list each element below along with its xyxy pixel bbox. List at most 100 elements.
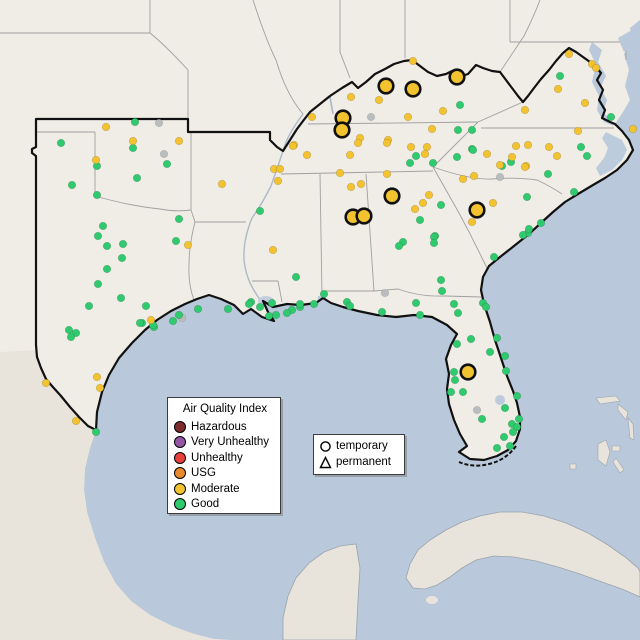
station-good[interactable] xyxy=(92,190,102,200)
station-good[interactable] xyxy=(449,299,459,309)
station-good[interactable] xyxy=(415,215,425,225)
station-moderate[interactable] xyxy=(406,142,416,152)
station-good[interactable] xyxy=(174,214,184,224)
station-good[interactable] xyxy=(449,367,459,377)
station-moderate[interactable] xyxy=(520,162,530,172)
station-moderate[interactable] xyxy=(420,149,430,159)
station-moderate[interactable] xyxy=(268,245,278,255)
station-moderate[interactable] xyxy=(410,204,420,214)
station-good[interactable] xyxy=(499,432,509,442)
station-moderate[interactable] xyxy=(345,150,355,160)
station-moderate[interactable] xyxy=(273,176,283,186)
station-moderate[interactable] xyxy=(424,190,434,200)
station-moderate[interactable] xyxy=(544,142,554,152)
station-good[interactable] xyxy=(267,298,277,308)
station-good[interactable] xyxy=(102,264,112,274)
station-moderate_temporary[interactable] xyxy=(333,121,351,139)
station-good[interactable] xyxy=(450,375,460,385)
station-moderate[interactable] xyxy=(346,92,356,102)
station-good[interactable] xyxy=(130,117,140,127)
station-moderate_temporary[interactable] xyxy=(459,363,477,381)
station-good[interactable] xyxy=(271,310,281,320)
station-good[interactable] xyxy=(117,253,127,263)
station-moderate_temporary[interactable] xyxy=(383,187,401,205)
station-moderate_temporary[interactable] xyxy=(448,68,466,86)
station-moderate[interactable] xyxy=(482,149,492,159)
station-moderate[interactable] xyxy=(307,112,317,122)
station-no_data[interactable] xyxy=(495,172,505,182)
station-moderate[interactable] xyxy=(146,315,156,325)
station-moderate[interactable] xyxy=(101,122,111,132)
station-good[interactable] xyxy=(411,151,421,161)
station-good[interactable] xyxy=(485,347,495,357)
station-good[interactable] xyxy=(524,224,534,234)
station-moderate[interactable] xyxy=(573,126,583,136)
station-good[interactable] xyxy=(492,333,502,343)
station-good[interactable] xyxy=(467,125,477,135)
station-moderate[interactable] xyxy=(467,217,477,227)
station-good[interactable] xyxy=(489,252,499,262)
station-moderate[interactable] xyxy=(408,56,418,66)
station-no_data[interactable] xyxy=(380,288,390,298)
station-good[interactable] xyxy=(295,299,305,309)
station-good[interactable] xyxy=(67,180,77,190)
station-good[interactable] xyxy=(452,152,462,162)
station-good[interactable] xyxy=(405,158,415,168)
station-good[interactable] xyxy=(244,299,254,309)
station-no_data[interactable] xyxy=(159,149,169,159)
station-good[interactable] xyxy=(291,272,301,282)
station-moderate[interactable] xyxy=(553,84,563,94)
station-good[interactable] xyxy=(536,218,546,228)
station-good[interactable] xyxy=(128,143,138,153)
station-moderate[interactable] xyxy=(488,198,498,208)
station-good[interactable] xyxy=(606,112,616,122)
station-good[interactable] xyxy=(309,299,319,309)
station-good[interactable] xyxy=(569,187,579,197)
station-moderate[interactable] xyxy=(335,168,345,178)
station-good[interactable] xyxy=(168,316,178,326)
station-good[interactable] xyxy=(477,414,487,424)
station-good[interactable] xyxy=(505,441,515,451)
station-good[interactable] xyxy=(264,311,274,321)
station-good[interactable] xyxy=(141,301,151,311)
station-moderate[interactable] xyxy=(628,124,638,134)
station-moderate[interactable] xyxy=(458,174,468,184)
station-moderate[interactable] xyxy=(422,142,432,152)
station-moderate[interactable] xyxy=(174,136,184,146)
station-good[interactable] xyxy=(501,366,511,376)
station-moderate[interactable] xyxy=(92,372,102,382)
station-moderate[interactable] xyxy=(183,240,193,250)
station-moderate_temporary[interactable] xyxy=(468,201,486,219)
station-good[interactable] xyxy=(64,325,74,335)
station-good[interactable] xyxy=(282,308,292,318)
station-good[interactable] xyxy=(481,302,491,312)
station-good[interactable] xyxy=(437,286,447,296)
station-moderate[interactable] xyxy=(382,169,392,179)
station-good[interactable] xyxy=(91,427,101,437)
station-good[interactable] xyxy=(453,308,463,318)
station-good[interactable] xyxy=(500,403,510,413)
station-moderate[interactable] xyxy=(520,105,530,115)
station-moderate[interactable] xyxy=(580,98,590,108)
station-good[interactable] xyxy=(116,293,126,303)
station-moderate[interactable] xyxy=(469,171,479,181)
station-good[interactable] xyxy=(255,206,265,216)
station-moderate_temporary[interactable] xyxy=(404,80,422,98)
station-moderate[interactable] xyxy=(511,141,521,151)
station-moderate[interactable] xyxy=(403,112,413,122)
station-moderate[interactable] xyxy=(427,124,437,134)
station-moderate[interactable] xyxy=(91,155,101,165)
station-moderate[interactable] xyxy=(495,160,505,170)
station-moderate_temporary[interactable] xyxy=(355,207,373,225)
station-moderate[interactable] xyxy=(217,179,227,189)
station-moderate[interactable] xyxy=(346,182,356,192)
station-good[interactable] xyxy=(458,387,468,397)
station-good[interactable] xyxy=(446,387,456,397)
station-good[interactable] xyxy=(429,238,439,248)
station-moderate[interactable] xyxy=(507,152,517,162)
station-good[interactable] xyxy=(377,307,387,317)
station-good[interactable] xyxy=(514,414,524,424)
station-moderate[interactable] xyxy=(591,63,601,73)
station-good[interactable] xyxy=(66,332,76,342)
station-good[interactable] xyxy=(84,301,94,311)
